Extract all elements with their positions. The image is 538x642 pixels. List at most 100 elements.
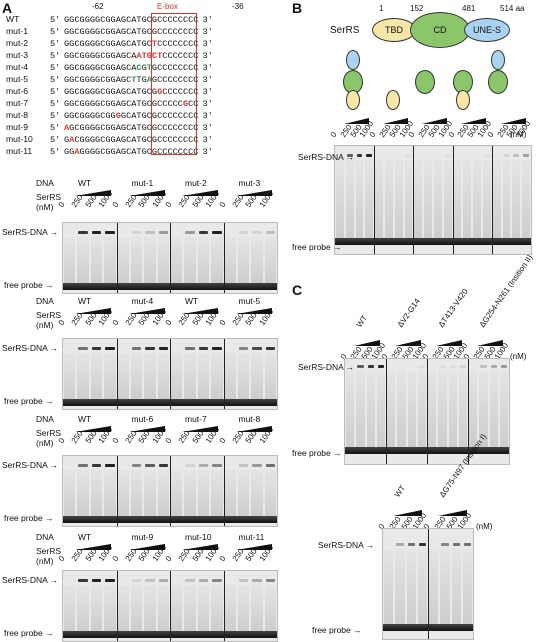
smear: [395, 549, 405, 624]
complex-band: [405, 154, 412, 157]
concentration-label: 0: [56, 554, 67, 563]
lane-separator: [223, 456, 225, 526]
complex-band: [356, 154, 363, 157]
concentration-label: 0: [110, 318, 121, 327]
smear: [434, 160, 442, 238]
complex-label: SerRS-DNA →: [2, 575, 59, 585]
complex-band: [198, 347, 209, 350]
emsa-gel: [62, 570, 278, 642]
smear: [237, 353, 250, 399]
dna-label: DNA: [36, 296, 54, 306]
construct-label: mut-3: [238, 178, 261, 188]
sequence-name: WT: [6, 14, 20, 24]
emsa-gel: [62, 455, 278, 527]
three-prime: 3′: [202, 87, 213, 97]
sequence-text: GGCGGGGCGGAGCATGCGCCCCCCCC: [64, 27, 199, 37]
smear: [184, 353, 196, 399]
smear: [251, 585, 263, 631]
emsa-gel: [334, 145, 532, 255]
pos-514: 514 aa: [500, 4, 525, 13]
concentration-label: 0: [163, 436, 174, 445]
three-prime: 3′: [202, 63, 213, 73]
lane-separator: [223, 339, 225, 409]
complex-band: [145, 347, 155, 350]
nm-label: (nM): [510, 352, 527, 361]
complex-band: [503, 154, 510, 157]
lane-separator: [428, 529, 429, 639]
sequence-text: GGCGGGGCGGAGCATGCGCCCCCCCC: [64, 15, 199, 25]
complex-band: [212, 464, 222, 467]
construct-label: mut-4: [131, 296, 154, 306]
smear: [184, 470, 196, 516]
sequence-name: mut-10: [6, 134, 33, 144]
lane-separator: [386, 359, 387, 464]
smear: [157, 470, 169, 516]
smear: [397, 371, 406, 447]
smear: [417, 549, 427, 624]
smear: [443, 160, 452, 238]
gradient-triangle: [75, 308, 112, 314]
serrs-label: SerRS: [36, 310, 62, 320]
complex-band: [418, 365, 425, 368]
smear: [77, 470, 89, 516]
complex-band: [252, 579, 262, 582]
sequence-text: AGCGGGGCGGAGCATGCGCCCCCCCC: [64, 123, 199, 133]
smear: [197, 353, 210, 399]
complex-band: [131, 579, 142, 582]
smear: [224, 353, 236, 399]
gradient-triangle: [182, 544, 219, 550]
complex-band: [198, 231, 209, 234]
complex-band: [91, 464, 102, 467]
gradient-triangle: [438, 510, 468, 516]
sequence-name: mut-3: [6, 50, 28, 60]
complex-band: [367, 365, 374, 368]
dna-label: DNA: [36, 532, 54, 542]
construct-label: WT: [78, 178, 92, 188]
smear: [479, 371, 488, 447]
gradient-triangle: [128, 190, 165, 196]
concentration-label: 0: [446, 130, 457, 139]
sequence-table: WT 5′ GGCGGGGCGGAGCATGCGCCCCCCCC 3′ mut-1 5′ G…: [6, 14, 213, 158]
nm-label: (nM): [476, 522, 493, 531]
smear: [264, 585, 276, 631]
smear: [264, 353, 276, 399]
gradient-triangle: [354, 340, 381, 346]
complex-band: [418, 543, 426, 546]
five-prime: 5′: [50, 27, 61, 37]
free-probe-label: free probe →: [4, 628, 54, 638]
sequence-row: mut-6 5′ GGCGGGGCGGAGCATGCGGCCCCCCC 3′: [6, 86, 213, 98]
gradient-triangle: [395, 340, 422, 346]
complex-band: [131, 231, 142, 234]
five-prime: 5′: [50, 123, 61, 133]
complex-band: [439, 365, 446, 368]
free-probe-label: free probe →: [292, 448, 342, 458]
gradient-triangle: [436, 340, 463, 346]
lane-separator: [116, 339, 118, 409]
complex-band: [238, 579, 249, 582]
five-prime: 5′: [50, 15, 61, 25]
lane-separator: [468, 359, 469, 464]
smear: [157, 353, 169, 399]
pos-152: 152: [410, 4, 424, 13]
five-prime: 5′: [50, 39, 61, 49]
smear: [384, 549, 394, 624]
smear: [184, 237, 196, 283]
dna-label: DNA: [36, 178, 54, 188]
sequence-text: GGCGGGGCGGAGCTTGAGCCCCCCCC: [64, 75, 199, 85]
three-prime: 3′: [202, 51, 213, 61]
lane-separator: [116, 571, 118, 641]
complex-band: [78, 231, 88, 234]
sequence-text: GGAGGGGCGGAGCATGCGCCCCCCCC: [64, 147, 199, 157]
smear: [144, 237, 156, 283]
position-left: -62: [92, 2, 104, 11]
construct-label: mut-5: [238, 296, 261, 306]
concentration-label: 0: [110, 436, 121, 445]
gradient-triangle: [235, 426, 272, 432]
sequence-text: GGCGGGGCGGGGCATGCGCCCCCCCC: [64, 111, 199, 121]
gradient-triangle: [393, 510, 423, 516]
nm-label: (nM): [36, 202, 54, 212]
smear: [211, 470, 223, 516]
complex-band: [91, 579, 102, 582]
complex-band: [145, 579, 155, 582]
three-prime: 3′: [202, 27, 213, 37]
